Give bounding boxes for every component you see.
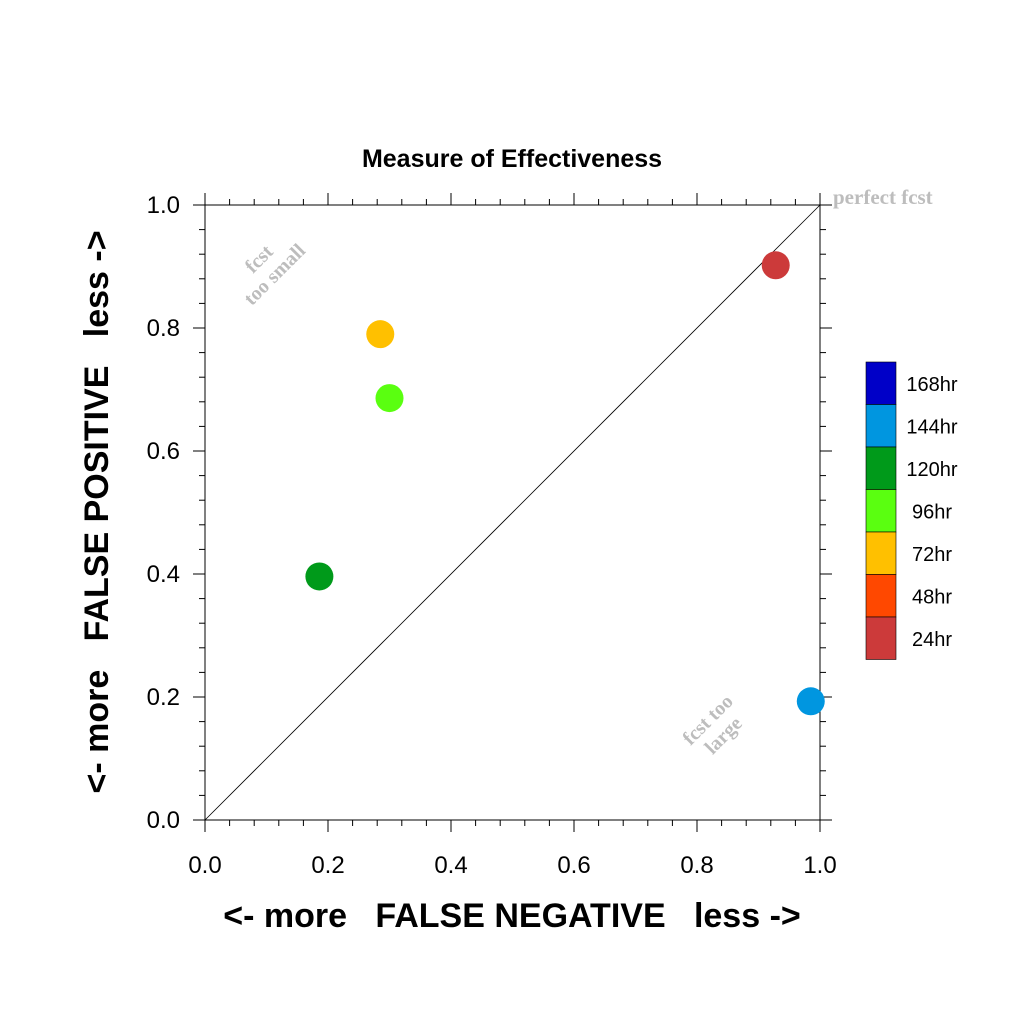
legend-label-48hr: 48hr (912, 586, 952, 608)
x-tick-label: 0.6 (557, 852, 590, 879)
data-point-144hr (796, 687, 825, 716)
x-tick-label: 0.8 (680, 852, 713, 879)
x-tick-label: 0.0 (188, 852, 221, 879)
legend: 168hr 144hr 120hr 96hr 72hr 48hr 24hr (865, 361, 958, 660)
plot-axes: 0.0 0.2 0.4 0.6 0.8 1.0 0.0 0.2 0.4 0.6 0.8 1.0 (147, 192, 837, 879)
legend-swatch-120hr (865, 446, 897, 490)
annotation-too-small-line2: too small (240, 239, 310, 309)
legend-label-24hr: 24hr (912, 629, 952, 651)
annotation-too-large: fcst too large (679, 691, 747, 759)
legend-label-120hr: 120hr (906, 459, 957, 481)
y-axis-label: <- more FALSE POSITIVE less -> (78, 230, 116, 793)
legend-swatch-144hr (865, 404, 897, 448)
x-tick-label: 1.0 (803, 852, 836, 879)
legend-swatch-48hr (865, 574, 897, 618)
y-tick-label: 0.2 (147, 684, 180, 711)
legend-swatch-72hr (865, 531, 897, 575)
x-axis-label: <- more FALSE NEGATIVE less -> (223, 897, 801, 935)
y-tick-label: 0.8 (147, 315, 180, 342)
data-point-120hr (305, 562, 334, 591)
y-tick-label: 0.0 (147, 807, 180, 834)
y-tick-label: 0.6 (147, 438, 180, 465)
x-tick-label: 0.2 (311, 852, 344, 879)
legend-label-144hr: 144hr (906, 416, 957, 438)
legend-label-72hr: 72hr (912, 544, 952, 566)
data-points (305, 251, 825, 716)
legend-swatch-168hr (865, 361, 897, 405)
legend-label-168hr: 168hr (906, 374, 957, 396)
y-tick-label: 0.4 (147, 561, 180, 588)
data-point-72hr (366, 320, 395, 349)
data-point-24hr (761, 251, 790, 280)
data-point-96hr (375, 384, 404, 413)
annotation-perfect-fcst: perfect fcst (833, 185, 933, 209)
legend-label-96hr: 96hr (912, 501, 952, 523)
y-tick-label: 1.0 (147, 192, 180, 219)
annotation-too-small: fcst too small (240, 239, 310, 309)
legend-swatch-96hr (865, 489, 897, 533)
chart-title: Measure of Effectiveness (362, 145, 662, 173)
plot-frame (204, 204, 821, 821)
legend-swatch-24hr (865, 616, 897, 660)
x-tick-label: 0.4 (434, 852, 467, 879)
diagonal-line (204, 204, 821, 821)
